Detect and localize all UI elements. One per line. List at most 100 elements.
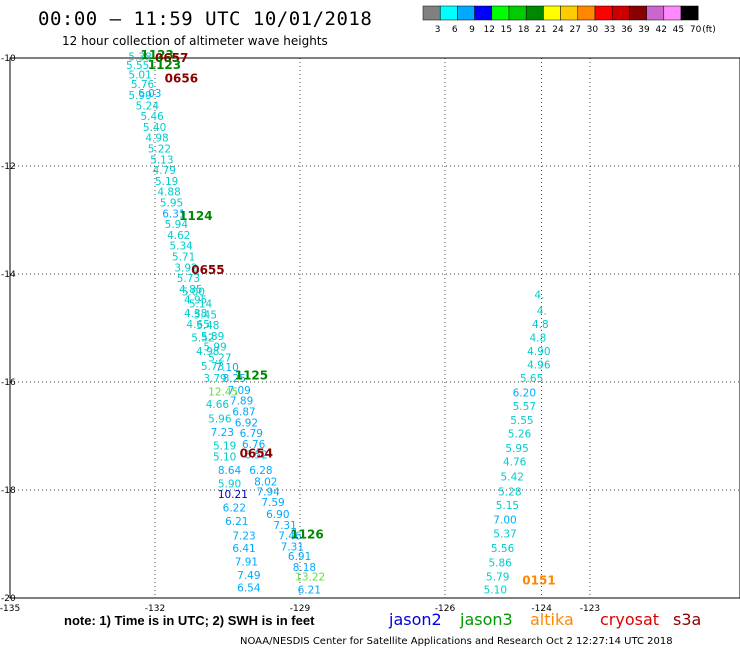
swh-value-label: 5.79	[486, 572, 509, 584]
legend-bin-label: 39	[638, 25, 650, 35]
mission-altika-label: altika	[530, 610, 574, 629]
swh-value-label: 4.65	[186, 319, 209, 331]
swh-value-label: 5.42	[501, 471, 524, 483]
legend-swatch	[525, 5, 544, 21]
swh-value-label: 4.8	[530, 333, 547, 345]
swh-value-label: 5.76	[131, 79, 155, 91]
swh-value-label: 8.64	[218, 465, 242, 477]
mission-cryosat-label: cryosat	[600, 610, 660, 629]
legend-bin-label: 45	[673, 25, 684, 35]
legend-swatch	[422, 5, 441, 21]
pass-time-label: 1124	[179, 209, 212, 223]
swh-value-label: 8.25	[223, 373, 246, 385]
footer-note: note: 1) Time is in UTC; 2) SWH is in fe…	[64, 613, 315, 628]
swh-value-label: 5.19	[155, 176, 178, 188]
chart-title: 00:00 – 11:59 UTC 10/01/2018	[38, 8, 373, 30]
swh-value-label: 5.86	[488, 558, 512, 570]
swh-value-label: 5.99	[203, 342, 226, 354]
legend-bin-label: 9	[469, 25, 475, 35]
swh-value-label: 5.40	[143, 122, 166, 134]
swh-value-label: 4.	[534, 289, 544, 301]
swh-value-label: 5.45	[194, 309, 217, 321]
swh-value-label: 6.20	[513, 388, 536, 400]
swh-value-label: 13.22	[295, 572, 325, 584]
swh-value-label: 4.90	[527, 346, 550, 358]
legend-bin-label: 42	[655, 25, 666, 35]
legend-bin-label: 6	[452, 25, 458, 35]
pass-time-label: 0655	[191, 263, 224, 277]
swh-value-label: 6.22	[223, 503, 246, 515]
legend-swatch	[560, 5, 579, 21]
swh-value-label: 5.71	[172, 252, 195, 264]
y-tick-label: -14	[1, 270, 16, 280]
swh-value-label: 4.98	[145, 133, 168, 145]
legend-bin-label: 12	[483, 25, 494, 35]
legend-swatch	[594, 5, 613, 21]
swh-value-label: 5.95	[505, 443, 528, 455]
pass-time-label: 1123	[148, 58, 181, 72]
swh-value-label: 5.95	[160, 198, 183, 210]
legend-swatch	[508, 5, 527, 21]
x-tick-label: -132	[145, 604, 165, 614]
swh-value-label: 12.45	[208, 387, 238, 399]
swh-value-label: 5.55	[126, 60, 149, 72]
legend-swatch	[663, 5, 682, 21]
swh-value-label: 5.14	[189, 298, 213, 310]
legend-swatch	[474, 5, 493, 21]
pass-time-label: 0657	[155, 51, 188, 65]
swh-value-label: 4.38	[184, 308, 207, 320]
swh-value-label: 5.52	[191, 333, 214, 345]
swh-value-label: 3.79	[203, 373, 226, 385]
swh-value-label: 4.76	[503, 457, 527, 469]
swh-value-label: 10.21	[218, 489, 248, 501]
pass-time-label: 1125	[235, 368, 268, 382]
wave-height-color-legend: 3 6 9 12 15 18 21 24 27 30 33 36 39 42 45 70 (ft)	[422, 5, 716, 35]
swh-value-label: 6.79	[240, 428, 263, 440]
swh-value-label: 5.00	[182, 287, 205, 299]
swh-value-label: 6.31	[162, 208, 185, 220]
swh-value-label: 7.94	[256, 486, 280, 498]
lat-lon-gridlines	[10, 58, 740, 598]
swh-value-label: 5.34	[169, 241, 193, 253]
swh-value-label: 5.19	[213, 441, 236, 453]
legend-bin-label: 3	[435, 25, 441, 35]
legend-swatch	[491, 5, 510, 21]
swh-value-label: 5.65	[520, 373, 543, 385]
pass-time-label: 0654	[240, 447, 273, 461]
legend-bin-label: 15	[501, 25, 512, 35]
plot-area-frame	[9, 57, 740, 599]
swh-value-label: 8.18	[293, 562, 316, 574]
swh-value-label: 5.22	[148, 144, 171, 156]
swh-value-label: 5.15	[496, 500, 519, 512]
footer-credit: NOAA/NESDIS Center for Satellite Applica…	[240, 636, 673, 647]
pass-time-label: 1123	[140, 48, 173, 62]
swh-value-label: 7.91	[235, 557, 258, 569]
legend-bin-label: 36	[621, 25, 633, 35]
swh-value-label: 7.46	[278, 531, 302, 543]
swh-value-label: 5.10	[484, 585, 507, 597]
swh-value-label: 7.00	[493, 514, 516, 526]
y-tick-label: -12	[1, 162, 16, 172]
swh-value-label: 5.99	[128, 90, 151, 102]
y-tick-label: -20	[1, 594, 16, 604]
swh-value-label: 5.90	[218, 478, 241, 490]
swh-value-label: 5.89	[201, 331, 224, 343]
swh-value-label: 7.59	[261, 497, 284, 509]
swh-value-label: 5.24	[136, 100, 160, 112]
swh-value-label: 6.87	[232, 406, 255, 418]
swh-value-label: 7.89	[230, 396, 253, 408]
swh-value-label: 5.57	[513, 401, 536, 413]
swh-value-label: 5.10	[213, 451, 236, 463]
swh-value-label: 4.66	[206, 399, 230, 411]
legend-swatch	[646, 5, 665, 21]
legend-swatch	[577, 5, 596, 21]
pass-time-label: 0151	[522, 574, 555, 588]
axis-tick-labels: -135 -132 -129 -126 -123 -124 -10 -12 -14 -16 -18 -…	[0, 54, 600, 614]
x-tick-label: -124	[531, 604, 552, 614]
swh-value-label: 6.21	[225, 516, 248, 528]
swh-value-label: 4.8	[532, 319, 549, 331]
mission-s3a-label: s3a	[673, 610, 702, 629]
x-tick-label: -135	[0, 604, 20, 614]
swh-value-label: 5.01	[128, 70, 151, 82]
legend-bin-label: 24	[552, 25, 564, 35]
